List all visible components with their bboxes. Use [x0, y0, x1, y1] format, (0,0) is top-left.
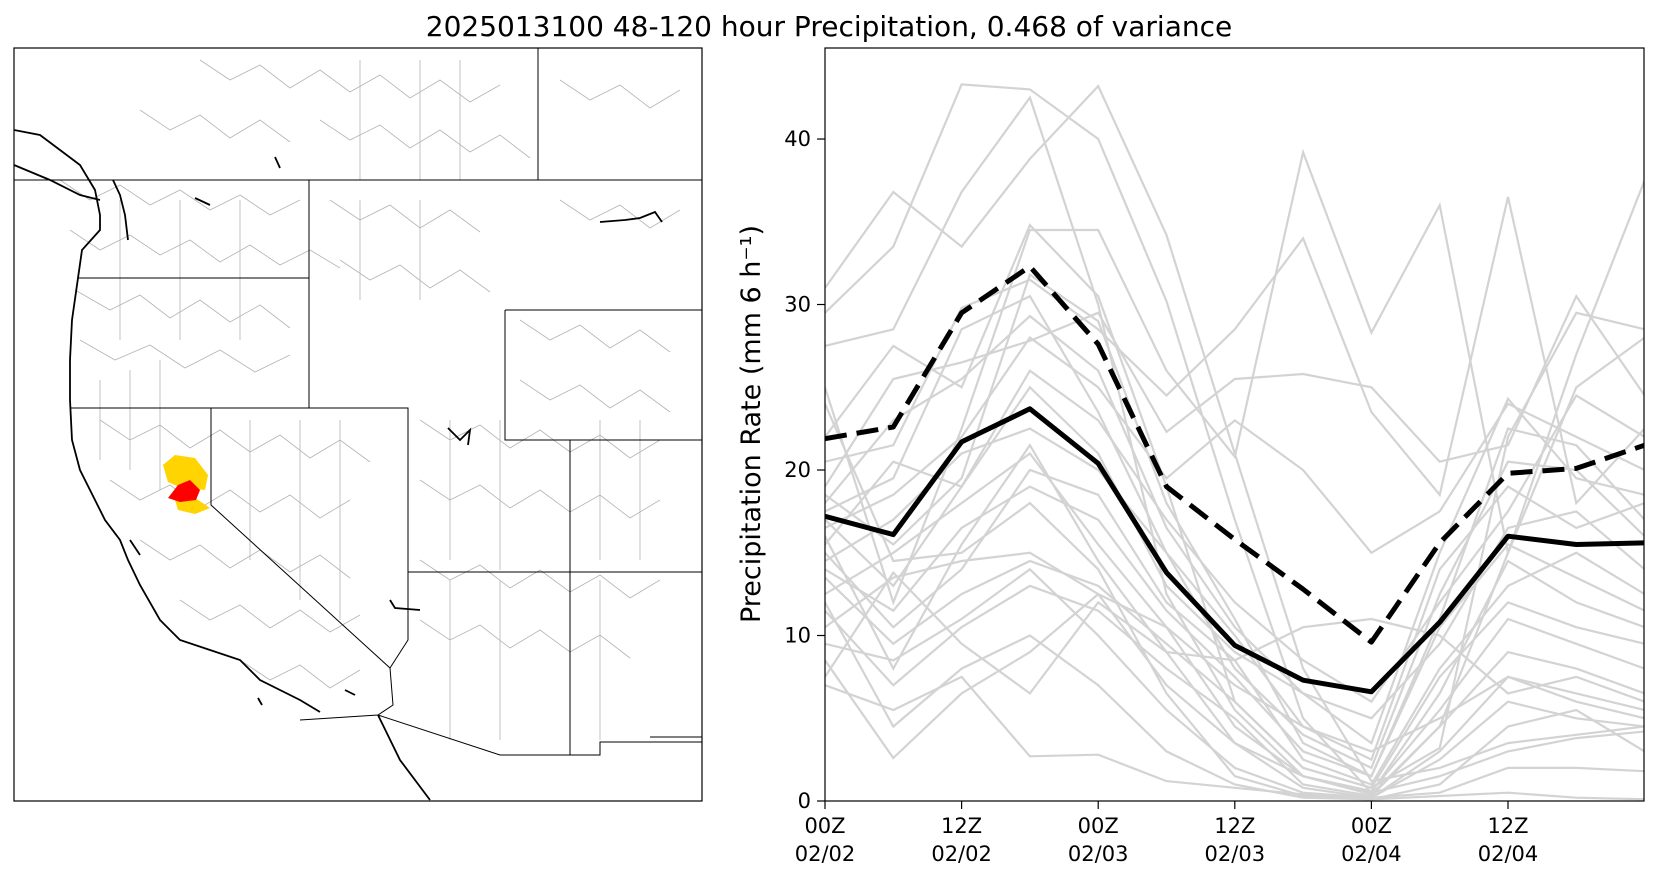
figure-title: 2025013100 48-120 hour Precipitation, 0.…: [425, 10, 1233, 43]
member-line-25: [825, 675, 1644, 799]
member-line-10: [825, 294, 1644, 770]
x-tick-label-date: 02/02: [931, 842, 992, 866]
y-axis-label: Precipitation Rate (mm 6 h⁻¹): [736, 225, 767, 623]
member-line-18: [825, 559, 1644, 790]
member-line-9: [825, 314, 1644, 745]
y-tick-label: 20: [784, 458, 811, 482]
y-tick-label: 10: [784, 624, 811, 648]
member-line-8: [825, 272, 1644, 778]
member-line-21: [825, 551, 1644, 799]
member-line-26: [825, 403, 1644, 801]
x-tick-label-time: 12Z: [941, 814, 982, 838]
x-tick-label-time: 12Z: [1214, 814, 1255, 838]
x-tick-label-time: 00Z: [804, 814, 845, 838]
x-tick-label-date: 02/03: [1205, 842, 1266, 866]
x-tick-label-date: 02/04: [1478, 842, 1539, 866]
y-tick-label: 30: [784, 293, 811, 317]
x-tick-label-date: 02/04: [1341, 842, 1402, 866]
member-line-16: [825, 427, 1644, 762]
x-tick-label-time: 00Z: [1078, 814, 1119, 838]
member-line-17: [825, 485, 1644, 778]
member-line-19: [825, 451, 1644, 793]
state-borders: [14, 48, 702, 756]
member-line-24: [825, 570, 1644, 703]
x-tick-label-time: 00Z: [1351, 814, 1392, 838]
coastline: [14, 129, 663, 801]
member-line-27: [825, 601, 1644, 801]
upper-line: [825, 264, 1644, 645]
y-axis: 0 10 20 30 40: [784, 127, 825, 813]
member-line-22: [825, 567, 1644, 799]
member-line-6: [825, 196, 1644, 506]
x-axis: 00Z 02/02 12Z 02/02 00Z 02/03 12Z 02/03 00Z 02/04…: [795, 801, 1539, 866]
member-line-4: [825, 148, 1644, 606]
y-tick-label: 40: [784, 127, 811, 151]
chart-frame: [824, 47, 1645, 802]
member-line-23: [825, 592, 1644, 760]
member-line-7: [825, 293, 1644, 488]
member-line-12: [825, 336, 1644, 555]
mean-line: [825, 406, 1644, 695]
member-line-2: [825, 83, 1644, 794]
member-line-14: [825, 369, 1644, 704]
y-tick-label: 0: [798, 789, 811, 813]
x-tick-label-date: 02/03: [1068, 842, 1129, 866]
x-tick-label-time: 12Z: [1487, 814, 1528, 838]
summary-lines: [825, 264, 1644, 695]
highlighted-basin: [163, 455, 210, 514]
x-tick-label-date: 02/02: [795, 842, 856, 866]
member-line-20: [825, 584, 1644, 798]
basin-lines: [59, 59, 681, 740]
member-lines: [825, 83, 1644, 801]
map-frame: [13, 47, 703, 802]
